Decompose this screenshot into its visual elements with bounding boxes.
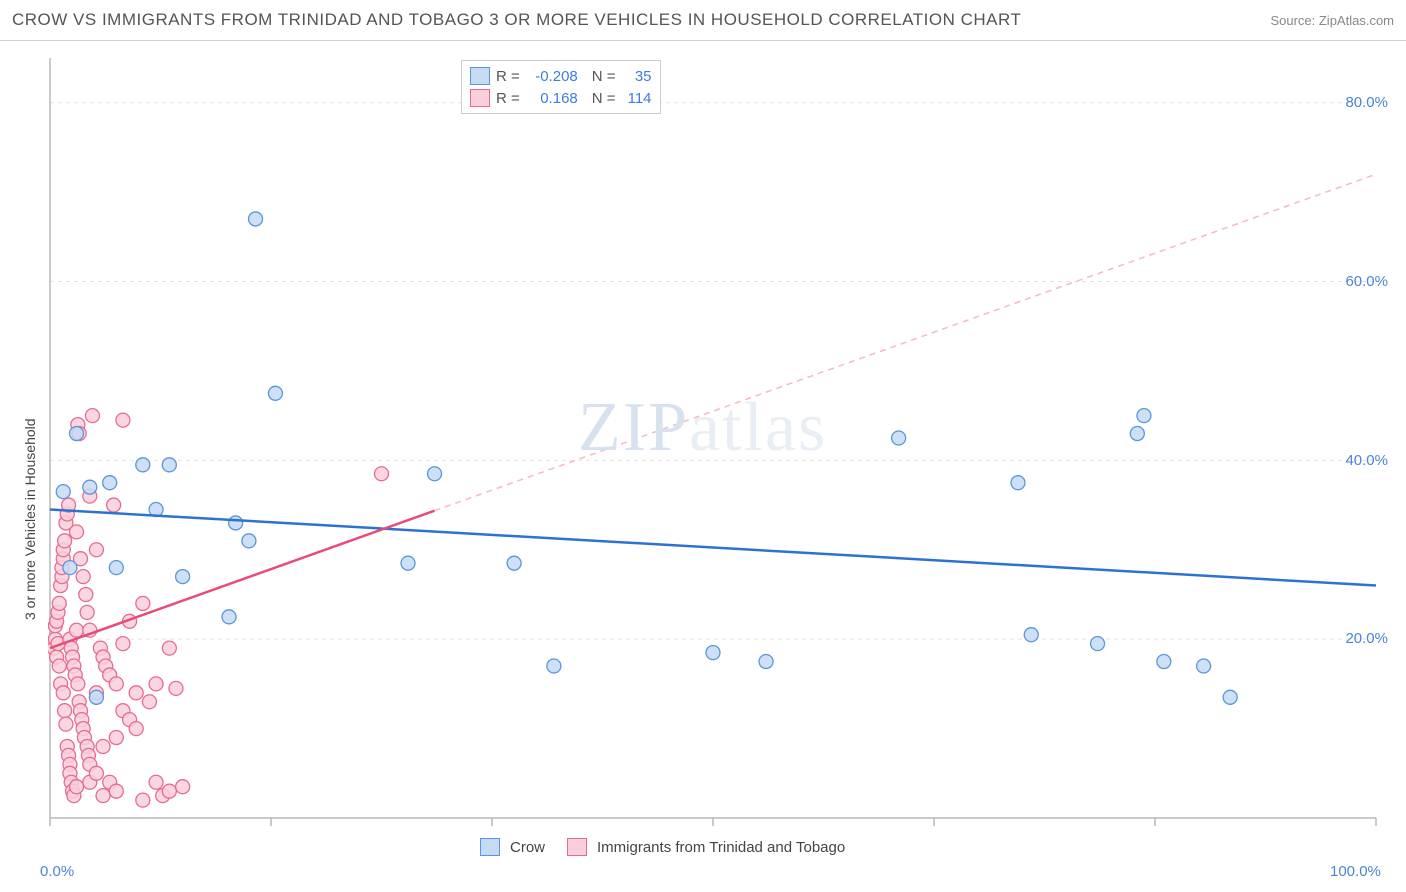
y-axis-label: 3 or more Vehicles in Household xyxy=(22,418,38,620)
y-tick-20: 20.0% xyxy=(1345,630,1388,647)
legend-label-2: Immigrants from Trinidad and Tobago xyxy=(597,839,845,856)
stat-r-label-2: R = xyxy=(496,90,520,107)
y-tick-40: 40.0% xyxy=(1345,452,1388,469)
stat-r-value-2: 0.168 xyxy=(526,90,578,107)
swatch-pink-icon xyxy=(470,89,490,107)
stats-row-1: R = -0.208 N = 35 xyxy=(470,65,652,87)
stat-r-label-1: R = xyxy=(496,68,520,85)
legend-swatch-pink-icon xyxy=(567,838,587,856)
stats-row-2: R = 0.168 N = 114 xyxy=(470,87,652,109)
stat-n-value-1: 35 xyxy=(622,68,652,85)
stat-n-label-1: N = xyxy=(592,68,616,85)
swatch-blue-icon xyxy=(470,67,490,85)
page-title: CROW VS IMMIGRANTS FROM TRINIDAD AND TOB… xyxy=(12,10,1021,30)
x-tick-100: 100.0% xyxy=(1330,863,1381,880)
chart-area: ZIPatlas R = -0.208 N = 35 R = 0.168 N =… xyxy=(48,58,1378,818)
stat-n-label-2: N = xyxy=(592,90,616,107)
y-tick-60: 60.0% xyxy=(1345,273,1388,290)
x-tick-0: 0.0% xyxy=(40,863,74,880)
scatter-chart xyxy=(48,58,1378,848)
source-label: Source: ZipAtlas.com xyxy=(1270,13,1394,28)
stats-box: R = -0.208 N = 35 R = 0.168 N = 114 xyxy=(461,60,661,114)
stat-r-value-1: -0.208 xyxy=(526,68,578,85)
legend-label-1: Crow xyxy=(510,839,545,856)
y-tick-80: 80.0% xyxy=(1345,94,1388,111)
footer-legend: Crow Immigrants from Trinidad and Tobago xyxy=(480,838,845,856)
stat-n-value-2: 114 xyxy=(622,90,652,107)
legend-swatch-blue-icon xyxy=(480,838,500,856)
